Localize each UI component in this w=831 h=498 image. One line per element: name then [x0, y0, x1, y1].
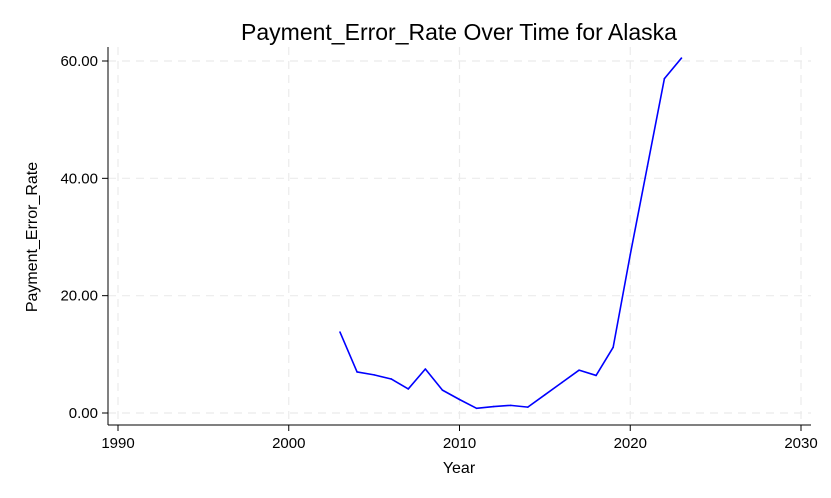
data-point [339, 331, 341, 333]
grid [108, 47, 811, 425]
data-point [407, 388, 410, 390]
data-point [578, 369, 580, 371]
data-point [612, 346, 614, 349]
data-point [646, 165, 649, 168]
y-tick-label: 0.00 [69, 405, 98, 422]
x-tick-label: 2000 [272, 435, 305, 452]
data-point [424, 368, 427, 370]
ticks: 1990 2000 2010 2020 2030 0.00 20.00 40.00 60.00 [60, 53, 817, 452]
x-tick-label: 2030 [784, 435, 817, 452]
x-tick-label: 2010 [443, 435, 476, 452]
data-point [441, 389, 444, 391]
data-point [680, 57, 683, 59]
data-point [390, 378, 393, 380]
data-point [492, 405, 495, 408]
series-layer [339, 57, 683, 410]
data-point [527, 406, 529, 408]
data-point [356, 371, 358, 373]
y-tick-label: 60.00 [60, 53, 98, 70]
y-axis-title: Payment_Error_Rate [24, 162, 41, 312]
x-axis-title: Year [443, 460, 476, 477]
data-point [595, 374, 597, 377]
x-tick-label: 1990 [101, 435, 134, 452]
data-point [458, 398, 461, 401]
data-point [561, 381, 563, 384]
data-point [629, 253, 632, 256]
x-tick-label: 2020 [614, 435, 647, 452]
data-point [663, 77, 666, 80]
data-point [544, 394, 546, 396]
y-tick-label: 20.00 [60, 288, 98, 305]
data-point [475, 407, 478, 410]
chart-title: Payment_Error_Rate Over Time for Alaska [241, 19, 677, 45]
y-tick-label: 40.00 [60, 170, 98, 187]
data-point [509, 404, 512, 407]
data-point [373, 374, 375, 376]
